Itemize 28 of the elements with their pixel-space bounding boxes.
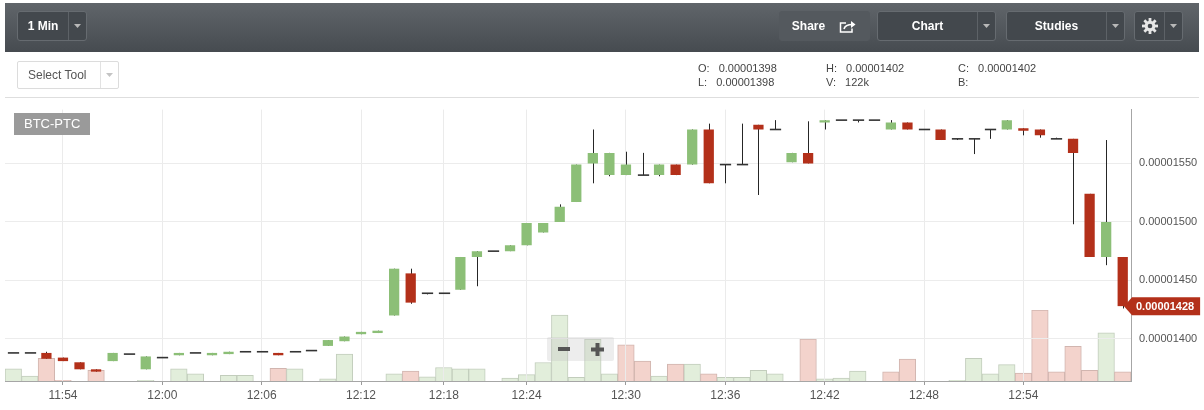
x-tick-label: 12:54 bbox=[1008, 387, 1039, 402]
x-tick-label: 12:24 bbox=[511, 387, 542, 402]
x-tick-label: 12:12 bbox=[346, 387, 377, 402]
text: C: 0.00001402 bbox=[958, 62, 1037, 74]
x-tick-label: 11:54 bbox=[48, 387, 78, 402]
x-tick-label: 12:00 bbox=[147, 387, 178, 402]
text: V: 122k bbox=[826, 76, 869, 88]
y-tick-label: 0.00001450 bbox=[1139, 273, 1198, 286]
share-button: Share bbox=[779, 11, 870, 41]
dropdown-button: Studies bbox=[1006, 11, 1125, 41]
x-tick-label: 12:48 bbox=[909, 387, 940, 402]
x-tick-label: 12:18 bbox=[428, 387, 460, 402]
x-tick-label: 12:30 bbox=[610, 387, 642, 402]
y-tick-label: 0.00001550 bbox=[1139, 156, 1198, 169]
dropdown-button: 1 Min bbox=[17, 11, 87, 41]
y-tick-label: 0.00001500 bbox=[1139, 214, 1198, 227]
dropdown-button: Chart bbox=[877, 11, 996, 41]
x-tick-label: 12:36 bbox=[710, 387, 741, 402]
x-tick-label: 12:06 bbox=[246, 387, 277, 402]
text: 0.00001428 bbox=[1136, 299, 1195, 312]
x-tick-label: 12:42 bbox=[809, 387, 840, 402]
text: H: 0.00001402 bbox=[826, 62, 905, 74]
text: L: 0.00001398 bbox=[698, 76, 775, 88]
text: B: bbox=[958, 76, 969, 88]
select-field: Select Tool bbox=[17, 61, 119, 89]
y-tick-label: 0.00001400 bbox=[1139, 331, 1198, 344]
text: BTC-PTC bbox=[14, 113, 91, 135]
text: O: 0.00001398 bbox=[698, 62, 777, 74]
